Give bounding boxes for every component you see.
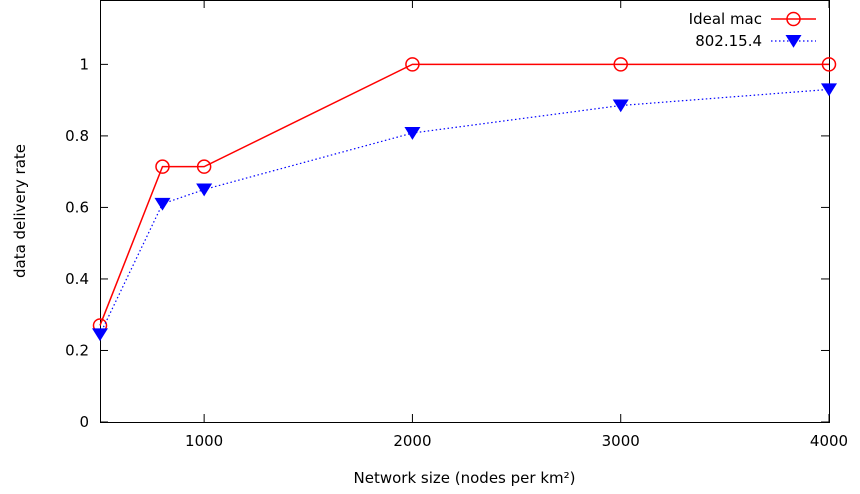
legend-marker [786,11,801,27]
data-point [196,183,213,197]
series-2 [92,83,837,342]
y-tick-label: 0.2 [65,341,89,359]
x-tick-label: 4000 [810,432,848,450]
data-point [612,99,629,113]
y-tick-label: 0.8 [65,127,89,145]
legend-label: Ideal mac [689,10,762,28]
series-layer [92,57,837,342]
y-tick-label: 1 [79,55,89,73]
series-line [99,88,830,335]
data-point [155,159,170,174]
legend-label: 802.15.4 [695,32,762,50]
data-point [405,57,420,72]
x-tick-label: 2000 [393,432,431,450]
data-point [154,197,171,211]
plot-frame [100,0,830,423]
series-line [99,63,829,326]
y-axis: 0 0.2 0.4 0.6 0.8 1 [65,55,829,431]
legend-marker [785,35,802,48]
x-tick-label: 1000 [185,432,223,450]
x-axis-title: Network size (nodes per km²) [354,469,576,487]
data-point [196,159,212,174]
series-1 [92,57,837,333]
y-tick-label: 0.4 [65,270,89,288]
plot-frame-group [100,0,830,423]
data-point [821,83,837,97]
y-tick-label: 0 [79,413,89,431]
x-tick-label: 3000 [602,432,640,450]
y-tick-label: 0.6 [65,198,89,216]
data-point [92,328,108,342]
legend: Ideal mac 802.15.4 [689,10,816,50]
x-axis: 1000 2000 3000 4000 [185,0,848,450]
y-axis-title: data delivery rate [11,144,29,278]
data-point [613,57,628,72]
data-point [821,57,837,72]
data-point [404,127,421,140]
